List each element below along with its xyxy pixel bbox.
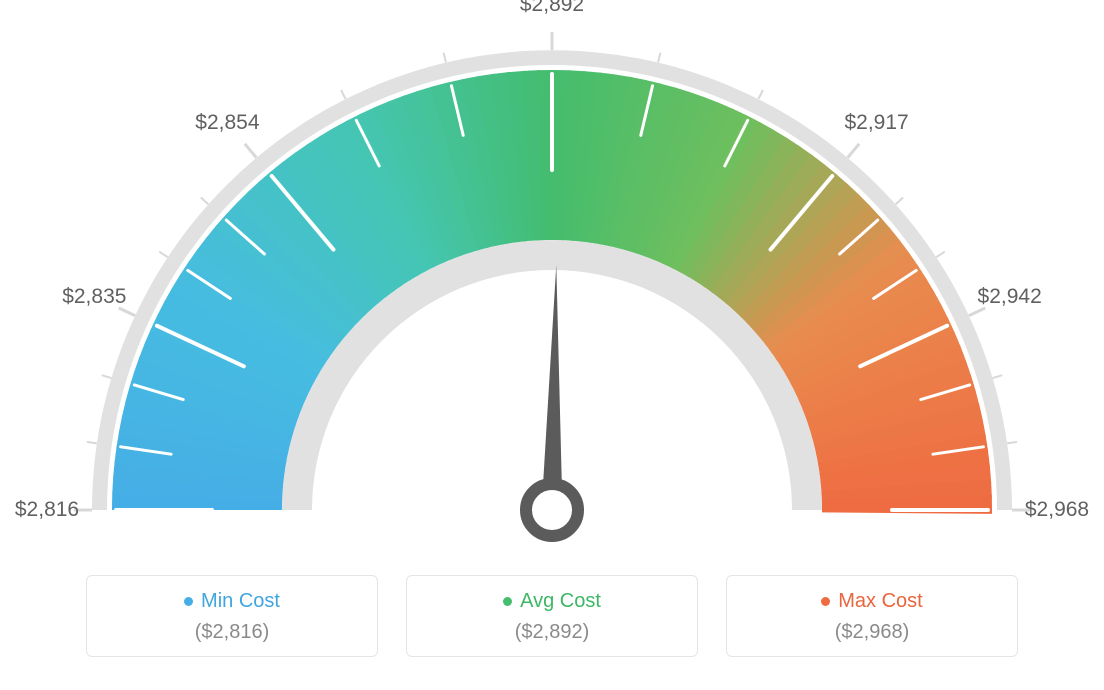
legend-value-avg: ($2,892)	[407, 621, 697, 644]
gauge-tick-label: $2,917	[844, 111, 908, 135]
legend-box-min: Min Cost ($2,816)	[86, 575, 378, 657]
legend-value-max: ($2,968)	[727, 621, 1017, 644]
legend-box-avg: Avg Cost ($2,892)	[406, 575, 698, 657]
legend-value-min: ($2,816)	[87, 621, 377, 644]
legend-title-max-label: Max Cost	[838, 590, 922, 613]
gauge-tick-label: $2,835	[62, 285, 126, 309]
legend-title-max: Max Cost	[821, 590, 922, 613]
gauge-tick-label: $2,942	[978, 285, 1042, 309]
legend-title-avg-label: Avg Cost	[520, 590, 601, 613]
legend-box-max: Max Cost ($2,968)	[726, 575, 1018, 657]
legend-title-avg: Avg Cost	[503, 590, 601, 613]
gauge-tick-label: $2,816	[15, 498, 79, 522]
gauge-tick-label: $2,892	[520, 0, 584, 17]
gauge-tick-label: $2,854	[195, 111, 259, 135]
legend-dot-min	[184, 597, 193, 606]
legend-row: Min Cost ($2,816) Avg Cost ($2,892) Max …	[0, 575, 1104, 657]
legend-dot-avg	[503, 597, 512, 606]
gauge-tick-label: $2,968	[1025, 498, 1089, 522]
gauge-area: $2,816 $2,835 $2,854 $2,892 $2,917 $2,942 $2,9…	[0, 0, 1104, 560]
legend-title-min-label: Min Cost	[201, 590, 280, 613]
gauge-chart-container: $2,816 $2,835 $2,854 $2,892 $2,917 $2,942 $2,9…	[0, 0, 1104, 690]
gauge-svg	[0, 0, 1104, 560]
legend-title-min: Min Cost	[184, 590, 280, 613]
legend-dot-max	[821, 597, 830, 606]
